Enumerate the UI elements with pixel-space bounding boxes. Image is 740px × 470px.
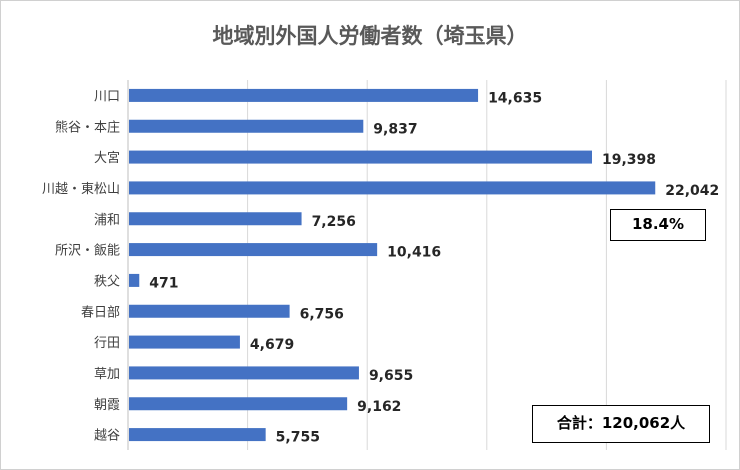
bar: [129, 181, 656, 195]
category-label: 行田: [94, 336, 120, 351]
bar: [129, 335, 240, 349]
data-label: 10,416: [387, 245, 441, 261]
data-label: 9,837: [373, 121, 417, 137]
data-label: 7,256: [312, 214, 356, 230]
bar: [129, 304, 290, 318]
bar: [129, 212, 302, 226]
data-label: 5,755: [276, 430, 320, 446]
category-label: 熊谷・本庄: [55, 119, 120, 135]
total-annotation: 合計：120,062人: [532, 405, 710, 443]
category-label: 朝霞: [94, 398, 120, 413]
chart-title: 地域別外国人労働者数（埼玉県）: [212, 24, 528, 48]
data-label: 4,679: [250, 337, 294, 353]
data-label: 9,655: [369, 368, 413, 384]
category-label: 所沢・飯能: [55, 244, 120, 259]
data-label: 6,756: [300, 306, 344, 322]
category-label: 秩父: [94, 274, 120, 289]
bar: [129, 88, 479, 102]
bar: [129, 273, 140, 287]
category-label: 草加: [94, 367, 120, 382]
bar: [129, 397, 348, 411]
bar: [129, 366, 359, 380]
data-label: 9,162: [357, 399, 401, 415]
category-label: 春日部: [81, 305, 120, 320]
bar: [129, 243, 378, 257]
bar: [129, 150, 593, 164]
data-label: 471: [149, 275, 178, 291]
category-label: 大宮: [94, 150, 120, 166]
data-label: 19,398: [602, 152, 656, 168]
data-label: 22,042: [665, 183, 719, 199]
bar: [129, 428, 266, 442]
category-label: 越谷: [94, 429, 120, 444]
bar: [129, 119, 364, 133]
category-label: 川越・東松山: [42, 181, 120, 197]
percent-annotation: 18.4%: [610, 209, 706, 241]
data-label: 14,635: [488, 90, 542, 106]
category-label: 浦和: [94, 213, 120, 228]
category-label: 川口: [94, 89, 120, 104]
